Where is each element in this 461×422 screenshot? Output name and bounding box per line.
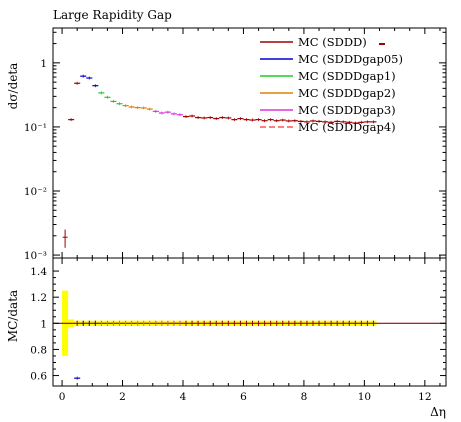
ratio-axis-ticks [53, 258, 446, 386]
legend-label: MC (SDDDgap2) [298, 86, 396, 100]
x-tick-label: 12 [418, 391, 431, 403]
main-y-tick-label: 10⁻² [24, 186, 47, 198]
legend-label: MC (SDDDgap05) [298, 52, 403, 66]
x-tick-label: 10 [358, 391, 371, 403]
main-axis-ticks [53, 28, 446, 259]
x-tick-labels: 0 2 4 6 8 10 12 [59, 391, 432, 403]
main-y-tick-label: 10⁻¹ [24, 122, 47, 134]
main-panel: 10⁻³10⁻²10⁻¹1 MC (SDDD)MC (SDDDgap05)MC … [24, 27, 447, 262]
main-y-tick-label: 10⁻³ [24, 250, 47, 262]
ratio-y-tick-label: 1.4 [30, 266, 47, 278]
main-y-tick-label: 1 [40, 58, 47, 70]
main-y-tick-labels: 10⁻³ 10⁻² 10⁻¹ 1 [24, 58, 47, 262]
main-series-marks [62, 74, 377, 248]
legend: MC (SDDD) MC (SDDDgap05) MC (SDDDgap1) MC (… [260, 35, 403, 134]
ratio-panel: 0.6 0.8 1 1.2 1.4 0 2 4 6 8 10 12 [30, 257, 447, 403]
ratio-frame [52, 257, 447, 387]
ratio-y-tick-label: 1 [40, 318, 47, 330]
x-tick-label: 0 [59, 391, 66, 403]
legend-label: MC (SDDDgap3) [298, 103, 396, 117]
x-axis-label: Δη [430, 405, 446, 419]
chart-title: Large Rapidity Gap [53, 8, 172, 22]
legend-label: MC (SDDDgap1) [298, 69, 396, 83]
legend-label: MC (SDDD) [298, 35, 367, 49]
ratio-y-tick-label: 1.2 [30, 292, 47, 304]
ratio-y-tick-labels: 0.6 0.8 1 1.2 1.4 [30, 266, 47, 382]
x-tick-label: 8 [301, 391, 308, 403]
x-tick-label: 6 [240, 391, 247, 403]
x-tick-label: 4 [180, 391, 187, 403]
ratio-y-tick-label: 0.8 [30, 344, 47, 356]
main-y-axis-label: dσ/deta [6, 63, 20, 110]
ratio-y-axis-label: MC/data [6, 290, 20, 342]
x-tick-label: 2 [119, 391, 126, 403]
ratio-series-marks [53, 320, 446, 380]
ratio-y-tick-label: 0.6 [30, 371, 47, 383]
legend-label: MC (SDDDgap4) [298, 120, 396, 134]
